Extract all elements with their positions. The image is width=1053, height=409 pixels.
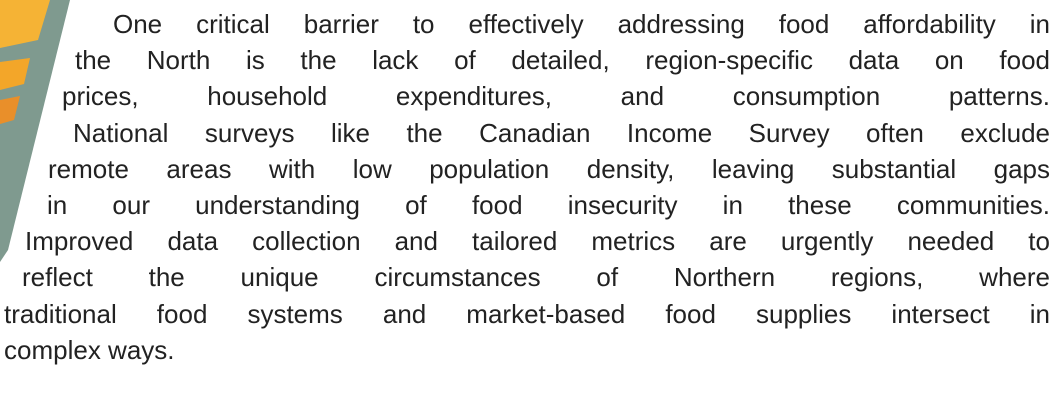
text-line: the North is the lack of detailed, regio… [0,42,1050,78]
text-line: prices, household expenditures, and cons… [0,78,1050,114]
page: One critical barrier to effectively addr… [0,0,1053,409]
text-line: complex ways. [0,332,1050,368]
text-line: traditional food systems and market-base… [0,296,1050,332]
text-line: National surveys like the Canadian Incom… [0,115,1050,151]
text-line: reflect the unique circumstances of Nort… [0,259,1050,295]
text-line: remote areas with low population density… [0,151,1050,187]
text-line: in our understanding of food insecurity … [0,187,1050,223]
text-line: Improved data collection and tailored me… [0,223,1050,259]
text-line: One critical barrier to effectively addr… [0,6,1050,42]
paragraph: One critical barrier to effectively addr… [0,6,1050,368]
